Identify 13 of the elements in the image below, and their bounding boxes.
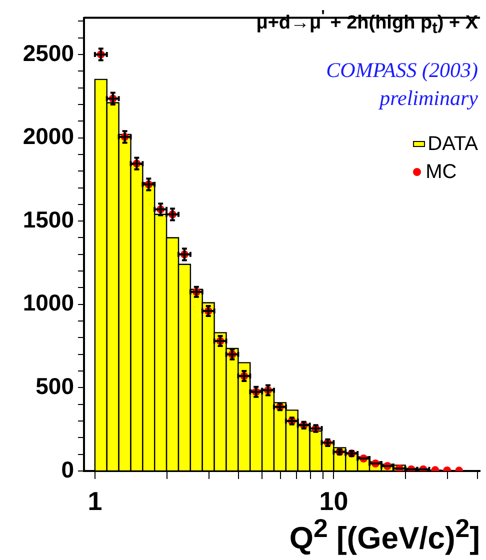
x-axis-title: Q$^{2}$ [(GeV/c)$^{2}$] [289, 514, 480, 556]
y-tick-label: 0 [61, 456, 74, 482]
x-tick-label: 1 [88, 486, 102, 516]
legend-label: MC [426, 160, 457, 186]
annotation: COMPASS (2003) [326, 57, 478, 84]
x-tick-label: 10 [319, 486, 348, 516]
y-tick-label: 2000 [22, 123, 74, 150]
legend-label: DATA [428, 132, 478, 158]
y-tick-label: 2500 [22, 40, 74, 66]
y-tick-label: 1000 [22, 290, 74, 316]
y-tick-label: 500 [36, 373, 74, 400]
annotation: preliminary [378, 85, 478, 112]
y-tick-label: 1500 [22, 206, 74, 232]
